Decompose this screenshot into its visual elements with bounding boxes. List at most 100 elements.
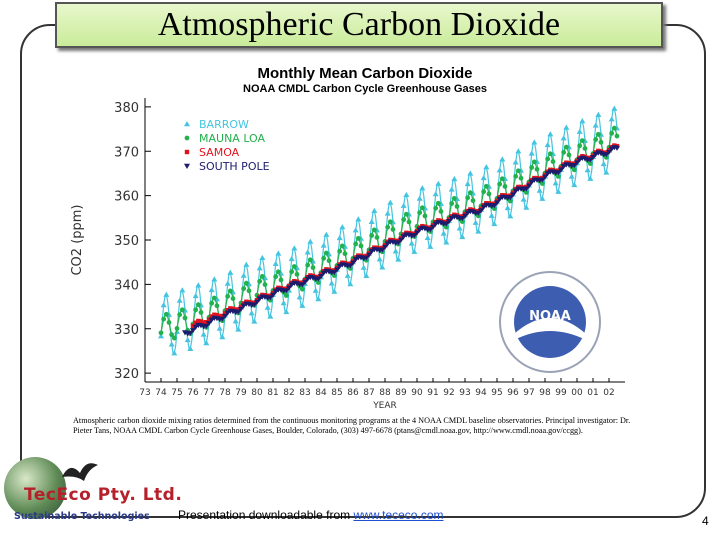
mauna-loa-point [283, 293, 289, 298]
mauna-loa-point [291, 264, 297, 269]
barrow-point [523, 204, 530, 210]
barrow-point [200, 331, 207, 337]
barrow-point [288, 255, 295, 262]
chart-title: Monthly Mean Carbon Dioxide [257, 65, 472, 82]
mauna-loa-point [387, 219, 393, 225]
footer-text: Presentation downloadable from www.tecec… [178, 508, 443, 522]
barrow-point [347, 281, 354, 287]
mauna-loa-point [614, 133, 620, 139]
mauna-loa-point [339, 243, 345, 249]
mauna-loa-point [331, 273, 337, 278]
mauna-loa-point [369, 233, 375, 238]
x-tick-label: 91 [427, 388, 438, 398]
samoa-point [212, 312, 217, 317]
barrow-point [467, 170, 474, 176]
samoa-point [201, 320, 206, 325]
barrow-point [411, 248, 418, 254]
mauna-loa-point [321, 255, 327, 261]
mauna-loa-point [513, 173, 519, 179]
barrow-point [512, 159, 519, 165]
south-pole-point [302, 279, 308, 285]
y-tick-label: 360 [114, 190, 139, 205]
barrow-point [219, 334, 226, 340]
mauna-loa-point [609, 130, 615, 136]
south-pole-point [558, 167, 564, 173]
barrow-point [408, 240, 415, 246]
barrow-point [320, 242, 327, 248]
mauna-loa-point [483, 183, 489, 189]
x-tick-label: 94 [475, 388, 487, 398]
barrow-point [416, 195, 423, 201]
mauna-loa-point [571, 167, 577, 173]
south-pole-point [430, 224, 436, 230]
mauna-loa-point [486, 191, 492, 197]
barrow-point [256, 265, 263, 271]
samoa-point [220, 313, 225, 319]
company-logo: TecEco Pty. Ltd. Sustainable Technologie… [0, 455, 200, 540]
mauna-loa-point [518, 175, 524, 181]
mauna-loa-point [443, 224, 449, 230]
mauna-loa-point [561, 149, 567, 155]
mauna-loa-point [169, 332, 175, 338]
south-pole-point [507, 195, 514, 201]
south-pole-point [526, 183, 532, 189]
legend-barrow-label: BARROW [199, 118, 249, 131]
mauna-loa-point [534, 166, 540, 172]
barrow-point [211, 276, 218, 282]
footer-link[interactable]: www.tececo.com [353, 508, 444, 522]
mauna-loa-point [342, 251, 348, 257]
south-pole-point [555, 170, 562, 176]
y-tick-label: 320 [114, 367, 139, 382]
x-tick-label: 81 [267, 388, 278, 398]
mauna-loa-point [403, 211, 409, 217]
south-pole-point [443, 221, 450, 227]
barrow-point [536, 187, 543, 193]
south-pole-point [614, 145, 620, 151]
barrow-point [472, 219, 479, 225]
barrow-point [240, 272, 247, 278]
barrow-point [440, 230, 447, 236]
mauna-loa-point [278, 277, 284, 283]
barrow-point [507, 213, 514, 219]
barrow-point [384, 210, 391, 216]
south-pole-point [190, 328, 196, 334]
barrow-point [299, 302, 306, 308]
mauna-loa-point [499, 176, 505, 182]
mauna-loa-point [227, 288, 233, 294]
barrow-point [475, 228, 482, 234]
barrow-point [336, 234, 343, 241]
barrow-point [368, 218, 375, 225]
mauna-loa-point [273, 274, 279, 280]
mauna-loa-point [243, 280, 249, 286]
south-pole-point [283, 288, 290, 294]
mauna-loa-point [417, 210, 423, 216]
x-tick-label: 76 [187, 388, 199, 398]
x-tick-label: 86 [347, 388, 359, 398]
mauna-loa-point [545, 156, 551, 162]
barrow-point [307, 238, 314, 244]
barrow-point [363, 272, 370, 278]
barrow-point [379, 264, 386, 270]
mauna-loa-point [593, 137, 599, 142]
barrow-point [264, 304, 271, 310]
south-pole-point [206, 321, 212, 327]
samoa-point [238, 304, 244, 310]
mauna-loa-point [161, 316, 167, 322]
barrow-point [360, 264, 367, 270]
barrow-point [259, 254, 266, 261]
x-tick-label: 87 [363, 388, 374, 398]
south-pole-point [571, 163, 578, 169]
south-pole-point [574, 160, 580, 166]
mauna-loa-point [259, 274, 265, 279]
mauna-loa-point [193, 307, 199, 313]
barrow-point [496, 167, 503, 173]
legend-mauna-loa-label: MAUNA LOA [199, 132, 266, 145]
south-pole-point [528, 179, 535, 186]
mauna-loa-point [225, 293, 231, 299]
company-name: TecEco Pty. Ltd. [24, 485, 183, 505]
south-pole-point [334, 267, 340, 273]
barrow-point [584, 167, 591, 173]
x-tick-label: 92 [443, 388, 454, 398]
mauna-loa-point [353, 241, 359, 247]
